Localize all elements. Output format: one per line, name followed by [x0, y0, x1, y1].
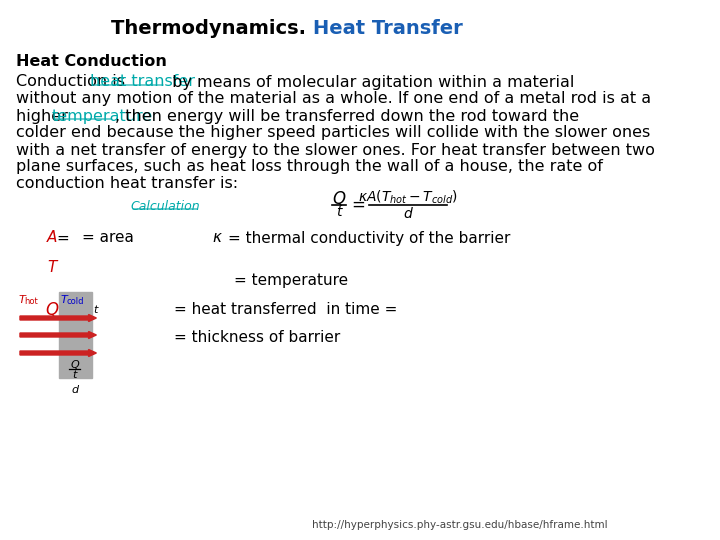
Text: =: = — [56, 231, 69, 246]
Text: A: A — [47, 231, 58, 246]
Text: by means of molecular agitation within a material: by means of molecular agitation within a… — [167, 75, 574, 90]
FancyArrow shape — [20, 314, 96, 321]
Text: t: t — [94, 305, 98, 315]
Text: with a net transfer of energy to the slower ones. For heat transfer between two: with a net transfer of energy to the slo… — [16, 143, 654, 158]
Text: colder end because the higher speed particles will collide with the slower ones: colder end because the higher speed part… — [16, 125, 650, 140]
Text: temperature: temperature — [52, 109, 153, 124]
Text: Heat Transfer: Heat Transfer — [313, 18, 463, 37]
Text: $\kappa$: $\kappa$ — [212, 231, 222, 246]
Text: Calculation: Calculation — [130, 199, 199, 213]
Bar — [59, 292, 92, 378]
Text: T: T — [60, 295, 68, 305]
Text: cold: cold — [67, 298, 84, 307]
Text: Heat Conduction: Heat Conduction — [16, 55, 166, 70]
Text: without any motion of the material as a whole. If one end of a metal rod is at a: without any motion of the material as a … — [16, 91, 651, 106]
Text: heat transfer: heat transfer — [90, 75, 195, 90]
Text: T: T — [48, 260, 57, 275]
Text: Conduction is: Conduction is — [16, 75, 130, 90]
Text: = area: = area — [83, 231, 135, 246]
Text: Thermodynamics.: Thermodynamics. — [111, 18, 312, 37]
Text: =: = — [351, 196, 364, 214]
Text: d: d — [404, 207, 413, 221]
Text: plane surfaces, such as heat loss through the wall of a house, the rate of: plane surfaces, such as heat loss throug… — [16, 159, 603, 174]
Text: Q: Q — [45, 301, 58, 319]
Text: , then energy will be transferred down the rod toward the: , then energy will be transferred down t… — [114, 109, 579, 124]
Text: hot: hot — [24, 298, 38, 307]
FancyArrow shape — [20, 349, 96, 356]
Text: $\kappa A(T_{hot}-T_{cold})$: $\kappa A(T_{hot}-T_{cold})$ — [358, 188, 458, 206]
Text: t: t — [73, 370, 77, 380]
Text: t: t — [336, 205, 341, 219]
FancyArrow shape — [20, 332, 96, 339]
Text: = temperature: = temperature — [235, 273, 348, 287]
Text: Q: Q — [332, 190, 345, 208]
Text: T: T — [18, 295, 25, 305]
Text: = thermal conductivity of the barrier: = thermal conductivity of the barrier — [228, 231, 510, 246]
Text: http://hyperphysics.phy-astr.gsu.edu/hbase/hframe.html: http://hyperphysics.phy-astr.gsu.edu/hba… — [312, 520, 608, 530]
Text: higher: higher — [16, 109, 73, 124]
Text: Q: Q — [71, 360, 79, 370]
Text: d: d — [71, 385, 78, 395]
Text: = heat transferred  in time =: = heat transferred in time = — [174, 302, 397, 318]
Text: conduction heat transfer is:: conduction heat transfer is: — [16, 177, 238, 192]
Text: = thickness of barrier: = thickness of barrier — [174, 330, 340, 346]
